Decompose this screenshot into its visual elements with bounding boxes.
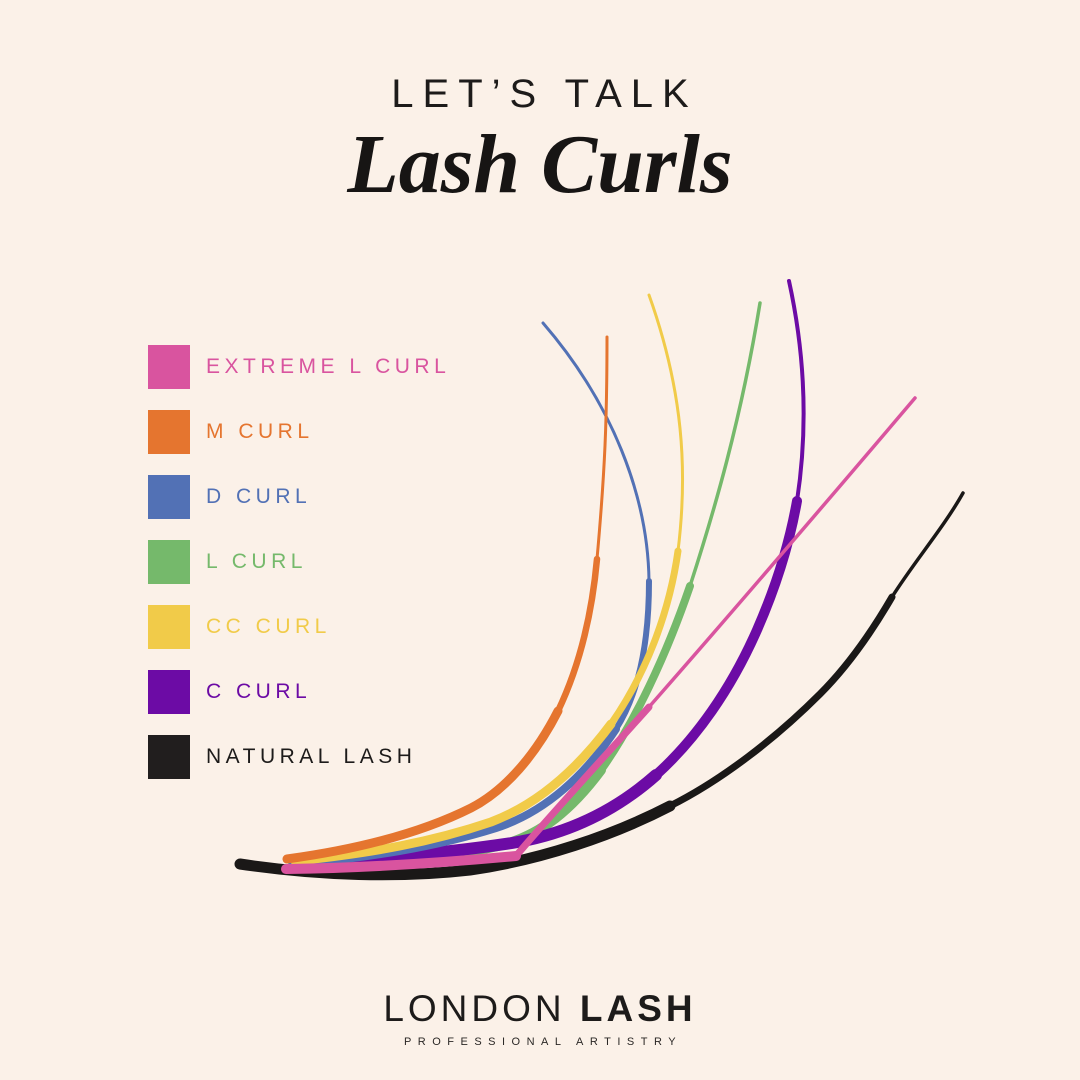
curve-m-curl (554, 555, 601, 715)
extreme-l-curl-swatch (148, 345, 190, 389)
c-curl-swatch (148, 670, 190, 714)
legend-item-l-curl: L CURL (148, 540, 450, 584)
curve-l-curl (688, 301, 762, 588)
brand-logo: LONDON LASH (0, 988, 1080, 1030)
curve-natural-lash (890, 491, 965, 599)
cc-curl-swatch (148, 605, 190, 649)
d-curl-swatch (148, 475, 190, 519)
brand-tagline: PROFESSIONAL ARTISTRY (403, 1036, 683, 1048)
legend-item-label: L CURL (206, 550, 307, 573)
brand-logo-light: LONDON (383, 988, 566, 1029)
legend-item-label: D CURL (206, 485, 312, 508)
curve-m-curl (282, 706, 563, 864)
kicker-text: LET’S TALK (391, 72, 698, 116)
curve-d-curl (613, 578, 652, 732)
header: LET’S TALK Lash Curls (0, 72, 1080, 207)
legend-item-label: CC CURL (206, 615, 331, 638)
legend-item-label: NATURAL LASH (206, 745, 417, 768)
legend-item-cc-curl: CC CURL (148, 605, 450, 649)
legend-item-d-curl: D CURL (148, 475, 450, 519)
curve-cc-curl (290, 719, 616, 866)
curve-c-curl (787, 279, 806, 503)
legend-item-label: C CURL (206, 680, 312, 703)
footer: LONDON LASH PROFESSIONAL ARTISTRY (0, 988, 1080, 1048)
page-title: Lash Curls (347, 118, 733, 211)
curve-m-curl (595, 335, 609, 561)
curve-extreme-l-curl (647, 396, 917, 709)
legend-item-label: EXTREME L CURL (206, 355, 451, 378)
curve-extreme-l-curl (281, 851, 521, 874)
legend-item-m-curl: M CURL (148, 410, 450, 454)
legend-item-c-curl: C CURL (148, 670, 450, 714)
curve-cc-curl (607, 547, 682, 728)
curve-natural-lash (666, 593, 896, 810)
l-curl-swatch (148, 540, 190, 584)
curve-cc-curl (647, 293, 685, 553)
legend-item-label: M CURL (206, 420, 314, 443)
curve-extreme-l-curl (512, 703, 653, 860)
legend-item-natural-lash: NATURAL LASH (148, 735, 450, 779)
natural-lash-swatch (148, 735, 190, 779)
m-curl-swatch (148, 410, 190, 454)
curl-legend: EXTREME L CURL M CURL D CURL L CURL CC C… (148, 345, 450, 800)
legend-item-extreme-l-curl: EXTREME L CURL (148, 345, 450, 389)
curve-d-curl (541, 321, 651, 583)
brand-logo-bold: LASH (579, 988, 697, 1029)
